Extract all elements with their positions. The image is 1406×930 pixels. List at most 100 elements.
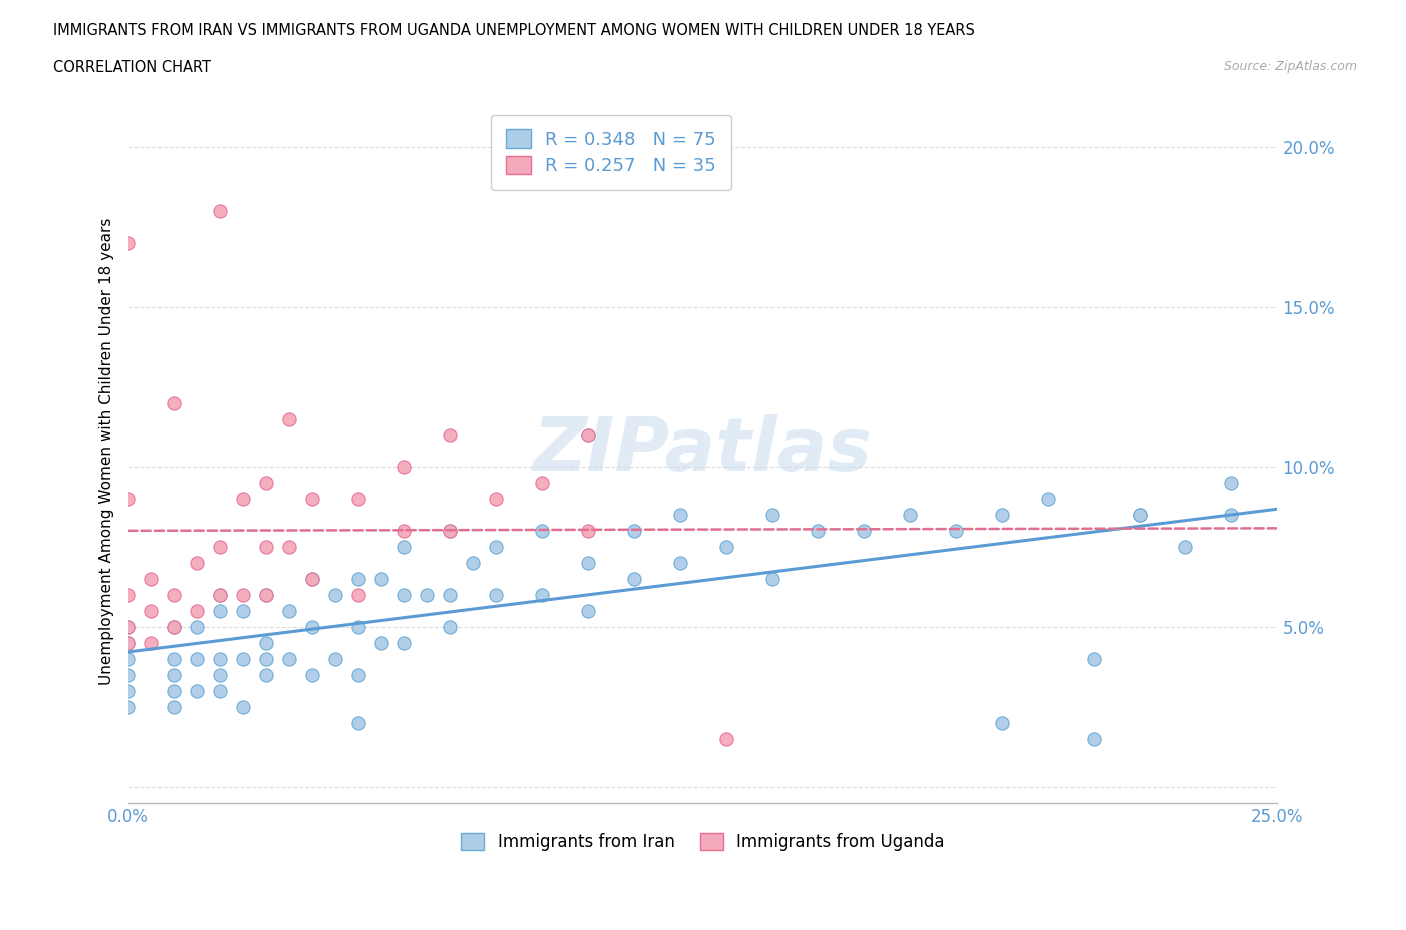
Point bbox=[301, 572, 323, 587]
Point bbox=[186, 555, 208, 570]
Point bbox=[945, 524, 967, 538]
Point bbox=[209, 684, 232, 698]
Point bbox=[163, 619, 186, 634]
Point bbox=[254, 635, 277, 650]
Point bbox=[117, 668, 139, 683]
Point bbox=[898, 508, 921, 523]
Point bbox=[623, 572, 645, 587]
Point bbox=[117, 235, 139, 250]
Point bbox=[209, 204, 232, 219]
Point bbox=[576, 428, 599, 443]
Point bbox=[439, 524, 461, 538]
Point bbox=[232, 604, 254, 618]
Point bbox=[278, 604, 301, 618]
Point bbox=[163, 395, 186, 410]
Point bbox=[347, 715, 370, 730]
Point bbox=[623, 524, 645, 538]
Point bbox=[669, 555, 692, 570]
Point bbox=[347, 619, 370, 634]
Point bbox=[807, 524, 830, 538]
Point bbox=[576, 555, 599, 570]
Point bbox=[530, 524, 553, 538]
Text: Source: ZipAtlas.com: Source: ZipAtlas.com bbox=[1223, 60, 1357, 73]
Point bbox=[163, 684, 186, 698]
Point bbox=[530, 475, 553, 490]
Point bbox=[392, 459, 415, 474]
Point bbox=[117, 684, 139, 698]
Point bbox=[301, 668, 323, 683]
Point bbox=[439, 619, 461, 634]
Text: ZIPatlas: ZIPatlas bbox=[533, 415, 873, 487]
Point bbox=[761, 508, 783, 523]
Legend: Immigrants from Iran, Immigrants from Uganda: Immigrants from Iran, Immigrants from Ug… bbox=[454, 827, 952, 858]
Point bbox=[439, 588, 461, 603]
Point bbox=[163, 652, 186, 667]
Point bbox=[301, 491, 323, 506]
Point bbox=[530, 588, 553, 603]
Point bbox=[209, 652, 232, 667]
Point bbox=[209, 588, 232, 603]
Point bbox=[141, 604, 163, 618]
Point bbox=[117, 699, 139, 714]
Point bbox=[254, 668, 277, 683]
Point bbox=[117, 635, 139, 650]
Point bbox=[117, 588, 139, 603]
Point bbox=[186, 619, 208, 634]
Point bbox=[254, 588, 277, 603]
Point bbox=[370, 635, 392, 650]
Point bbox=[301, 572, 323, 587]
Point bbox=[278, 411, 301, 426]
Point bbox=[416, 588, 439, 603]
Point bbox=[163, 619, 186, 634]
Point bbox=[347, 668, 370, 683]
Point bbox=[186, 652, 208, 667]
Point bbox=[439, 428, 461, 443]
Point bbox=[852, 524, 875, 538]
Point bbox=[301, 619, 323, 634]
Point bbox=[278, 652, 301, 667]
Point bbox=[117, 619, 139, 634]
Point bbox=[347, 572, 370, 587]
Point bbox=[1220, 508, 1243, 523]
Point bbox=[714, 539, 737, 554]
Point bbox=[485, 491, 508, 506]
Point bbox=[485, 539, 508, 554]
Point bbox=[163, 668, 186, 683]
Point bbox=[439, 524, 461, 538]
Point bbox=[117, 635, 139, 650]
Point bbox=[232, 699, 254, 714]
Point bbox=[485, 588, 508, 603]
Point bbox=[141, 635, 163, 650]
Point bbox=[254, 475, 277, 490]
Point bbox=[461, 555, 484, 570]
Point bbox=[232, 652, 254, 667]
Point bbox=[714, 732, 737, 747]
Point bbox=[669, 508, 692, 523]
Point bbox=[370, 572, 392, 587]
Point bbox=[990, 508, 1012, 523]
Point bbox=[1128, 508, 1150, 523]
Point bbox=[232, 491, 254, 506]
Point bbox=[1174, 539, 1197, 554]
Point bbox=[232, 588, 254, 603]
Point bbox=[1220, 475, 1243, 490]
Point bbox=[254, 652, 277, 667]
Point bbox=[209, 604, 232, 618]
Point bbox=[117, 652, 139, 667]
Point bbox=[141, 572, 163, 587]
Point bbox=[163, 699, 186, 714]
Point bbox=[163, 588, 186, 603]
Point bbox=[990, 715, 1012, 730]
Point bbox=[1036, 491, 1059, 506]
Point bbox=[576, 524, 599, 538]
Point bbox=[209, 539, 232, 554]
Point bbox=[117, 619, 139, 634]
Point bbox=[186, 684, 208, 698]
Point bbox=[254, 588, 277, 603]
Point bbox=[1083, 652, 1105, 667]
Point bbox=[254, 539, 277, 554]
Y-axis label: Unemployment Among Women with Children Under 18 years: Unemployment Among Women with Children U… bbox=[100, 218, 114, 684]
Point bbox=[278, 539, 301, 554]
Point bbox=[576, 428, 599, 443]
Point bbox=[209, 668, 232, 683]
